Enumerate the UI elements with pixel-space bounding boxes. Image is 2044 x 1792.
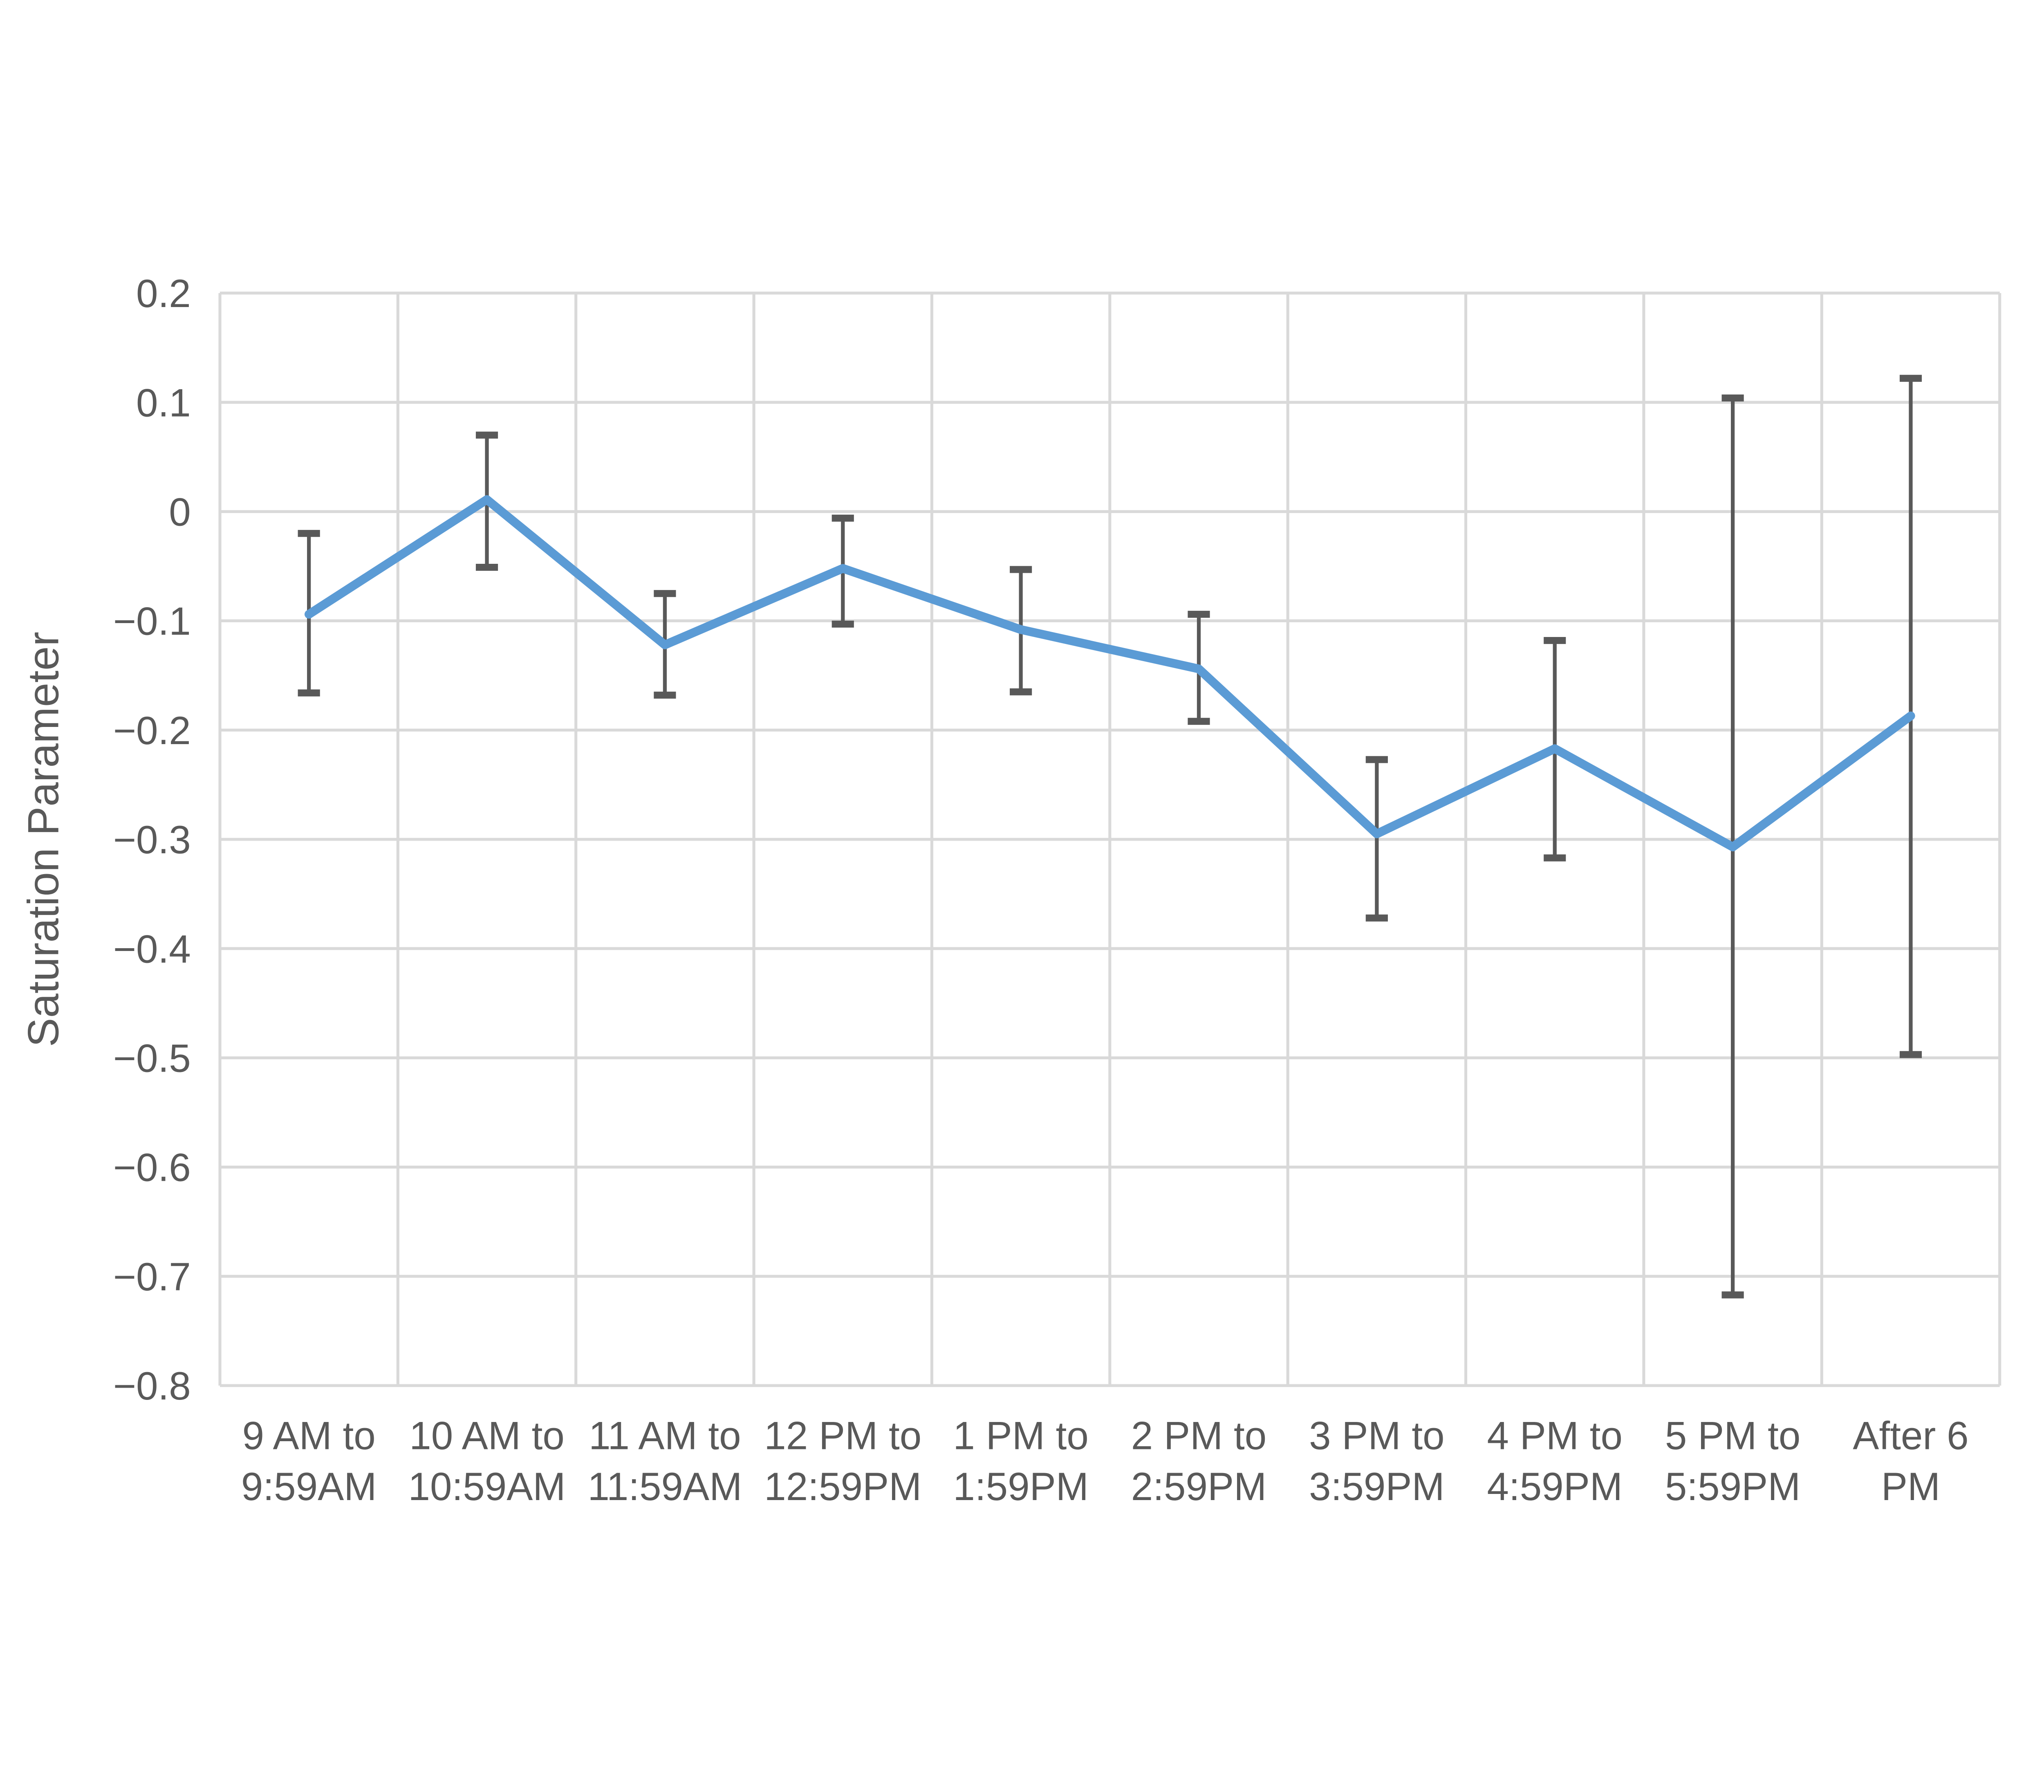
y-tick-label: 0: [169, 490, 191, 534]
x-category-label-line2: 9:59AM: [241, 1465, 377, 1509]
data-line: [304, 495, 1915, 852]
y-tick-label: −0.2: [113, 709, 191, 753]
x-category-label-line1: 5 PM to: [1665, 1414, 1800, 1458]
y-tick-label: −0.3: [113, 818, 191, 862]
x-category-label-line2: 3:59PM: [1309, 1465, 1445, 1509]
y-tick-label: −0.8: [113, 1364, 191, 1408]
y-axis-tick-labels: 0.2 0.1 0 −0.1 −0.2 −0.3 −0.4 −0.5 −0.6 −0.7 −0.8: [113, 272, 191, 1408]
x-category-label-line2: 12:59PM: [764, 1465, 921, 1509]
y-tick-label: −0.6: [113, 1146, 191, 1190]
x-category-label-line2: 4:59PM: [1487, 1465, 1623, 1509]
series-line-group: [304, 495, 1915, 852]
x-axis-category-labels: 9 AM to 9:59AM 10 AM to 10:59AM 11 AM to 11:5…: [241, 1414, 1969, 1509]
x-category-label-line2: 1:59PM: [953, 1465, 1088, 1509]
y-tick-label: 0.1: [136, 381, 191, 425]
y-tick-label: −0.7: [113, 1255, 191, 1299]
x-category-label-line1: 2 PM to: [1131, 1414, 1266, 1458]
x-category-label-line1: 3 PM to: [1309, 1414, 1444, 1458]
y-axis-title: Saturation Parameter: [19, 632, 68, 1047]
y-tick-label: 0.2: [136, 272, 191, 316]
x-category-label-line1: 12 PM to: [764, 1414, 921, 1458]
x-category-label-line2: 10:59AM: [408, 1465, 566, 1509]
x-category-label-line1: 4 PM to: [1487, 1414, 1623, 1458]
x-category-label-line2: 2:59PM: [1131, 1465, 1267, 1509]
x-category-label-line1: 10 AM to: [409, 1414, 565, 1458]
x-category-label-line2: 11:59AM: [587, 1465, 742, 1509]
x-category-label-line1: 9 AM to: [242, 1414, 376, 1458]
x-category-label-line2: PM: [1881, 1465, 1940, 1509]
x-category-label-line1: 1 PM to: [953, 1414, 1088, 1458]
x-category-label-line2: 5:59PM: [1665, 1465, 1801, 1509]
x-category-label-line1: 11 AM to: [589, 1414, 741, 1458]
gridlines: [218, 292, 2001, 1387]
y-tick-label: −0.5: [113, 1037, 191, 1081]
y-tick-label: −0.1: [113, 600, 191, 644]
y-tick-label: −0.4: [113, 927, 191, 971]
x-category-label-line1: After 6: [1853, 1414, 1968, 1458]
